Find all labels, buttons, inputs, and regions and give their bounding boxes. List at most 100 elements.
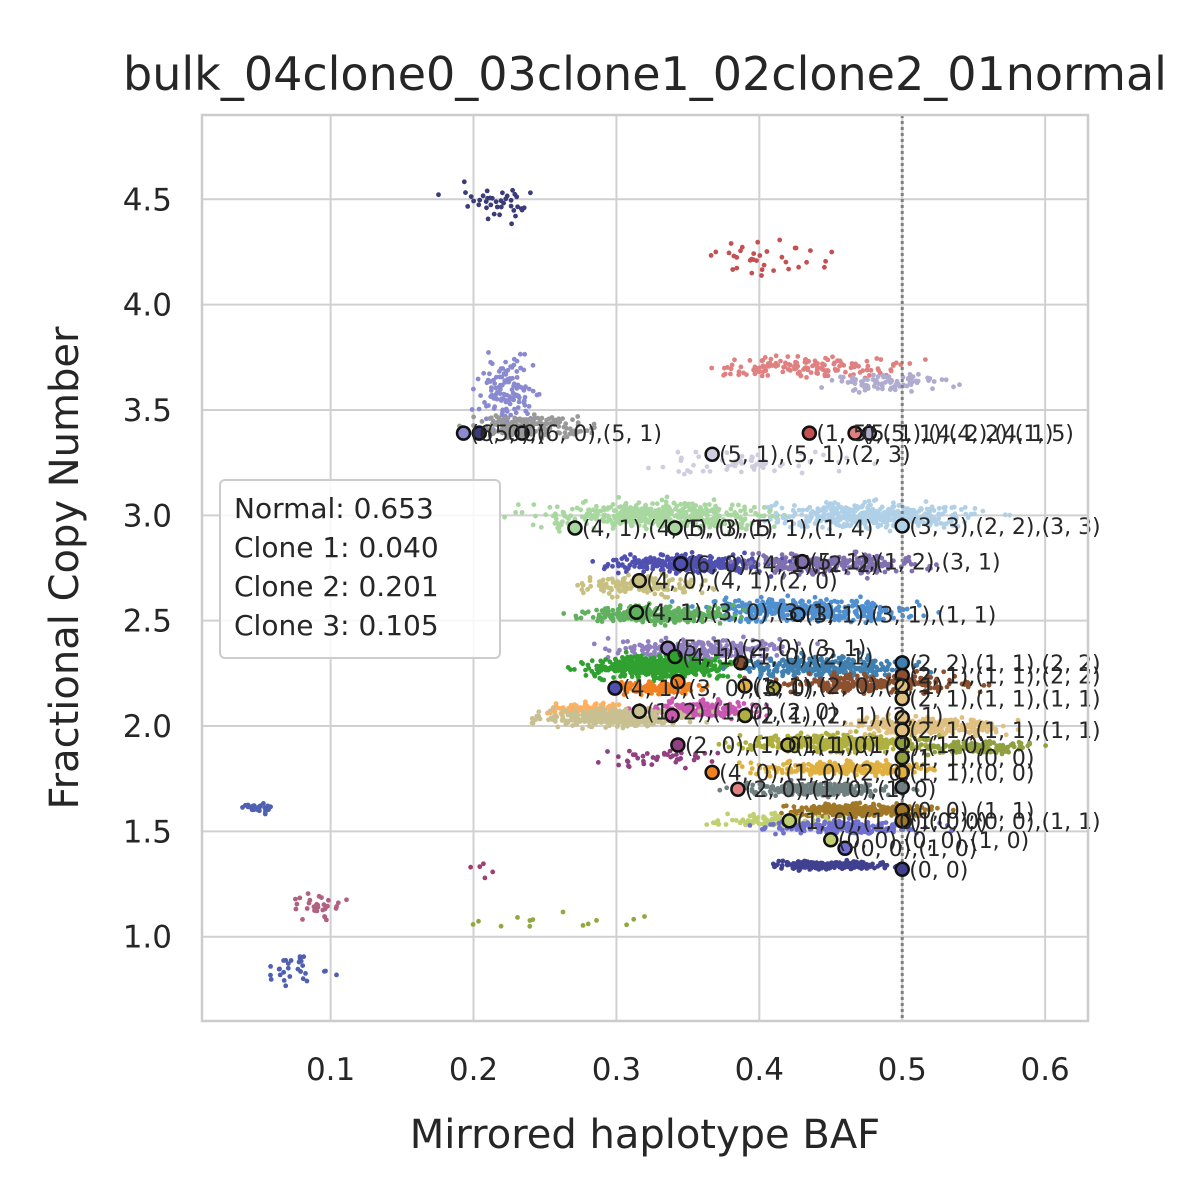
data-point xyxy=(939,377,945,382)
data-point xyxy=(555,520,560,526)
data-point xyxy=(765,363,771,369)
data-point xyxy=(666,564,672,570)
data-point xyxy=(580,500,586,506)
data-point xyxy=(722,365,727,371)
data-point xyxy=(812,594,818,600)
data-point xyxy=(814,370,819,376)
data-point xyxy=(624,507,630,512)
data-point xyxy=(820,513,826,518)
data-point xyxy=(835,559,841,565)
data-point xyxy=(508,203,514,209)
data-point xyxy=(660,567,666,573)
data-point xyxy=(773,510,779,516)
data-point xyxy=(488,415,494,421)
data-point xyxy=(611,513,617,519)
data-point xyxy=(848,365,854,371)
data-point xyxy=(774,520,780,525)
data-point xyxy=(515,204,520,210)
data-point xyxy=(682,513,688,519)
data-point xyxy=(628,655,634,660)
data-point xyxy=(773,353,779,359)
data-point xyxy=(667,560,673,566)
data-point xyxy=(615,661,620,666)
data-point xyxy=(592,702,598,708)
data-point xyxy=(822,372,828,377)
data-point xyxy=(591,641,597,647)
data-point xyxy=(636,522,642,528)
data-point xyxy=(715,563,721,568)
data-point xyxy=(496,428,502,434)
data-point xyxy=(876,567,881,573)
data-point xyxy=(709,365,715,371)
data-point xyxy=(501,200,506,206)
chart-title: bulk_04clone0_03clone1_02clone2_01normal xyxy=(123,47,1167,101)
data-point xyxy=(800,507,806,513)
data-point xyxy=(708,561,714,567)
data-point xyxy=(728,371,733,377)
data-point xyxy=(581,590,586,596)
data-point xyxy=(698,507,703,512)
data-point xyxy=(645,639,651,644)
point-cluster xyxy=(646,449,878,477)
data-point xyxy=(537,419,543,424)
data-point xyxy=(627,663,633,669)
data-point xyxy=(880,664,886,670)
data-point xyxy=(531,502,537,507)
data-point xyxy=(835,358,840,363)
data-point xyxy=(732,357,737,363)
data-point xyxy=(749,556,755,561)
data-point xyxy=(517,417,523,423)
data-point xyxy=(594,607,599,613)
data-point xyxy=(643,520,649,525)
data-point xyxy=(872,508,878,514)
data-point xyxy=(504,428,510,434)
data-point xyxy=(815,364,820,370)
data-point xyxy=(496,369,502,374)
data-point xyxy=(508,412,514,418)
data-point xyxy=(611,675,616,680)
data-point xyxy=(529,420,535,426)
data-point xyxy=(491,211,497,217)
data-point xyxy=(594,503,599,509)
data-point xyxy=(923,357,928,362)
data-point xyxy=(780,369,786,375)
data-point xyxy=(523,417,529,422)
data-point xyxy=(512,191,518,197)
data-point xyxy=(678,513,684,518)
data-point xyxy=(500,407,506,413)
data-point xyxy=(513,410,519,416)
data-point xyxy=(836,554,842,560)
data-point xyxy=(743,565,749,571)
data-point xyxy=(500,418,506,424)
data-point xyxy=(826,512,831,518)
data-point xyxy=(809,571,815,577)
data-point xyxy=(798,450,804,456)
data-point xyxy=(659,497,665,503)
data-point xyxy=(653,514,659,520)
data-point xyxy=(821,505,827,510)
data-point xyxy=(972,511,977,517)
data-point xyxy=(575,429,581,435)
data-point xyxy=(888,368,894,374)
data-point xyxy=(523,384,528,390)
data-point xyxy=(602,583,608,589)
data-point xyxy=(840,374,846,380)
data-point xyxy=(628,586,634,591)
data-point xyxy=(883,379,888,385)
data-point xyxy=(494,396,500,402)
data-point xyxy=(847,508,852,513)
data-point xyxy=(528,190,533,196)
data-point xyxy=(780,515,786,520)
data-point xyxy=(519,510,525,515)
data-point xyxy=(884,518,890,524)
data-point xyxy=(600,610,606,616)
data-point xyxy=(654,501,660,507)
data-point xyxy=(728,366,734,372)
data-point xyxy=(957,382,962,388)
data-point xyxy=(875,374,881,379)
data-point xyxy=(617,512,622,518)
data-point xyxy=(613,518,619,523)
data-point xyxy=(882,569,888,575)
data-point xyxy=(753,367,759,372)
data-point xyxy=(497,212,502,218)
